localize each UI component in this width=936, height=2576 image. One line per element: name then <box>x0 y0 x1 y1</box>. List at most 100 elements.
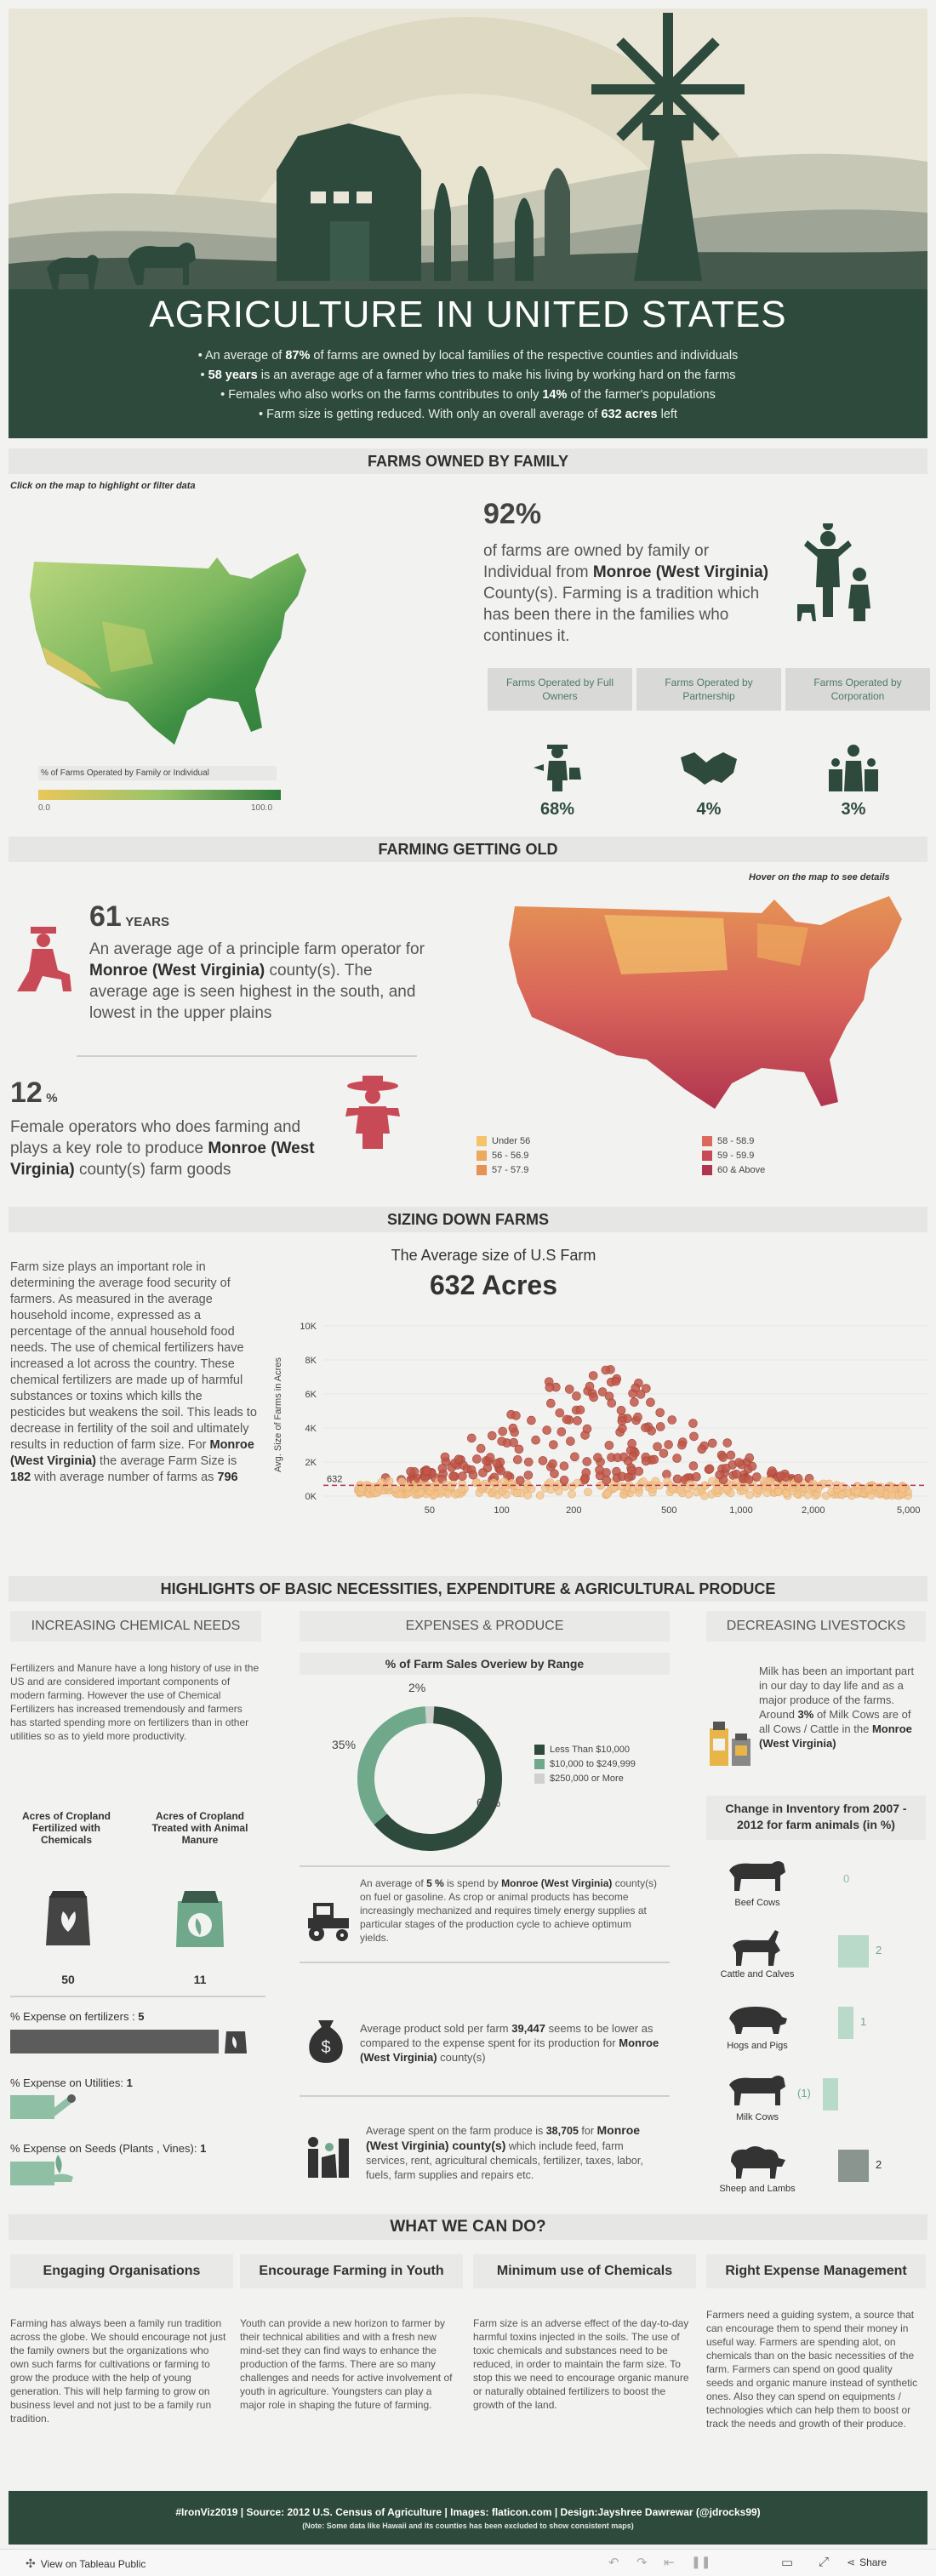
scatter-point <box>655 1408 665 1418</box>
tableau-toolbar: ✣ View on Tableau Public ↶ ↷ ⇤ ❚❚ ▭ ⤢ ⋖ … <box>0 2549 936 2576</box>
age-legend-item: 56 - 56.9 <box>477 1151 530 1161</box>
farmer-watering-icon <box>534 745 581 791</box>
age-legend-item: 60 & Above <box>702 1165 765 1175</box>
farm-landscape-illustration <box>9 13 927 438</box>
scatter-point <box>630 1397 639 1407</box>
scatter-point <box>509 1437 518 1448</box>
scatter-point <box>492 1459 502 1468</box>
scatter-point <box>636 1390 646 1399</box>
donut-legend-item: Less Than $10,000 <box>534 1745 636 1755</box>
scatter-point <box>838 1482 847 1491</box>
section-header-sizing: SIZING DOWN FARMS <box>9 1207 927 1232</box>
scatter-point <box>865 1485 873 1494</box>
scatter-point <box>559 1461 569 1471</box>
scatter-point <box>468 1470 478 1480</box>
donut-slice <box>374 1706 502 1851</box>
revert-icon[interactable]: ⇤ <box>664 2556 675 2570</box>
scatter-point <box>584 1488 592 1496</box>
scatter-point <box>899 1484 907 1494</box>
scatter-point <box>487 1431 497 1441</box>
scatter-point <box>458 1471 467 1481</box>
scatter-point <box>627 1439 636 1448</box>
scatter-y-tick: 2K <box>305 1458 317 1468</box>
map-legend-gradient <box>38 790 281 800</box>
chemical-paragraph: Fertilizers and Manure have a long histo… <box>10 1662 260 1742</box>
scatter-point <box>732 1469 741 1479</box>
age-legend-item: 59 - 59.9 <box>702 1151 765 1161</box>
scatter-point <box>542 1425 551 1435</box>
device-icon[interactable]: ▭ <box>781 2556 794 2570</box>
whatcan-col-text: Farmers need a guiding system, a source … <box>706 2309 918 2430</box>
female-description: Female operators who does farming and pl… <box>10 1118 315 1179</box>
old-divider <box>77 1055 417 1057</box>
expense-divider-3 <box>300 2095 670 2097</box>
farm-size-scatter[interactable]: Avg. Size of Farms in Acres 0K 2K 4K 6K 8K 10… <box>264 1311 936 1532</box>
scatter-point <box>514 1444 524 1454</box>
scatter-point <box>745 1453 755 1463</box>
scatter-point <box>853 1488 863 1496</box>
expense-divider-2 <box>300 1962 670 1963</box>
scatter-point <box>478 1468 488 1477</box>
donut-legend-item: $10,000 to $249,999 <box>534 1759 636 1769</box>
acres-label-manure: Acres of Cropland Treated with Animal Ma… <box>151 1810 248 1846</box>
footer-bar: #IronViz2019 | Source: 2012 U.S. Census … <box>9 2491 927 2545</box>
scatter-point <box>639 1477 648 1486</box>
scatter-point <box>677 1440 687 1450</box>
scatter-point <box>692 1488 701 1497</box>
scatter-point <box>718 1453 728 1462</box>
age-legend-left: Under 56 56 - 56.9 57 - 57.9 <box>477 1136 530 1179</box>
scatter-point <box>641 1456 651 1466</box>
undo-icon[interactable]: ↶ <box>608 2556 619 2570</box>
age-legend-swatch <box>702 1151 712 1161</box>
scatter-point <box>538 1456 548 1465</box>
whatcan-col-title: Minimum use of Chemicals <box>473 2254 696 2288</box>
scatter-point <box>447 1482 455 1492</box>
family-icon <box>797 523 870 621</box>
sales-donut-chart[interactable] <box>345 1694 515 1864</box>
scatter-point <box>688 1461 699 1471</box>
scatter-point <box>585 1381 595 1391</box>
scatter-point <box>385 1476 394 1486</box>
scatter-point <box>697 1444 707 1454</box>
whatcan-col-text: Farm size is an adverse effect of the da… <box>473 2317 689 2411</box>
section-header-highlights: HIGHLIGHTS OF BASIC NECESSITIES, EXPENDI… <box>9 1576 927 1602</box>
acres-label-chemical: Acres of Cropland Fertilized with Chemic… <box>21 1810 111 1846</box>
animal-name: Milk Cows <box>735 2112 779 2122</box>
scatter-y-tick: 6K <box>305 1390 317 1400</box>
sizing-paragraph: Farm size plays an important role in det… <box>10 1260 257 1484</box>
scatter-point <box>624 1472 633 1482</box>
age-map[interactable] <box>502 889 915 1111</box>
corporation-value: 3% <box>841 800 866 819</box>
family-ownership-map[interactable] <box>26 545 315 757</box>
donut-label-2: 2% <box>408 1681 426 1694</box>
view-on-tableau-link[interactable]: ✣ View on Tableau Public <box>26 2556 146 2570</box>
scatter-point <box>572 1391 581 1401</box>
scatter-point <box>496 1465 505 1476</box>
sheep-icon-shape <box>731 2146 785 2179</box>
col-title-livestock: DECREASING LIVESTOCKS <box>706 1611 926 1642</box>
whatcan-col-title: Encourage Farming in Youth <box>240 2254 463 2288</box>
scatter-point <box>566 1437 575 1446</box>
scatter-point <box>708 1476 716 1486</box>
female-farmer-icon <box>345 1076 400 1149</box>
beef-cow-icon-shape <box>729 1861 785 1891</box>
share-button[interactable]: ⋖ Share <box>847 2556 887 2568</box>
redo-icon[interactable]: ↷ <box>636 2556 648 2570</box>
scatter-point <box>515 1476 525 1485</box>
scatter-point <box>664 1440 673 1449</box>
fullscreen-icon[interactable]: ⤢ <box>819 2555 830 2569</box>
scatter-point <box>617 1482 626 1491</box>
scatter-point <box>825 1479 833 1488</box>
scatter-point <box>705 1464 715 1474</box>
expense-seeds-label: % Expense on Seeds (Plants , Vines): 1 <box>10 2142 207 2155</box>
scatter-point <box>549 1440 558 1449</box>
donut-label-63: 63% <box>477 1796 501 1809</box>
pill-corporation: Farms Operated by Corporation <box>785 668 930 711</box>
scatter-point <box>570 1452 579 1462</box>
scatter-point <box>676 1486 685 1495</box>
pause-icon[interactable]: ❚❚ <box>691 2555 711 2568</box>
scatter-point <box>357 1484 367 1493</box>
hero-bullet: • 58 years is an average age of a farmer… <box>200 368 736 382</box>
age-legend-item: 58 - 58.9 <box>702 1136 765 1146</box>
